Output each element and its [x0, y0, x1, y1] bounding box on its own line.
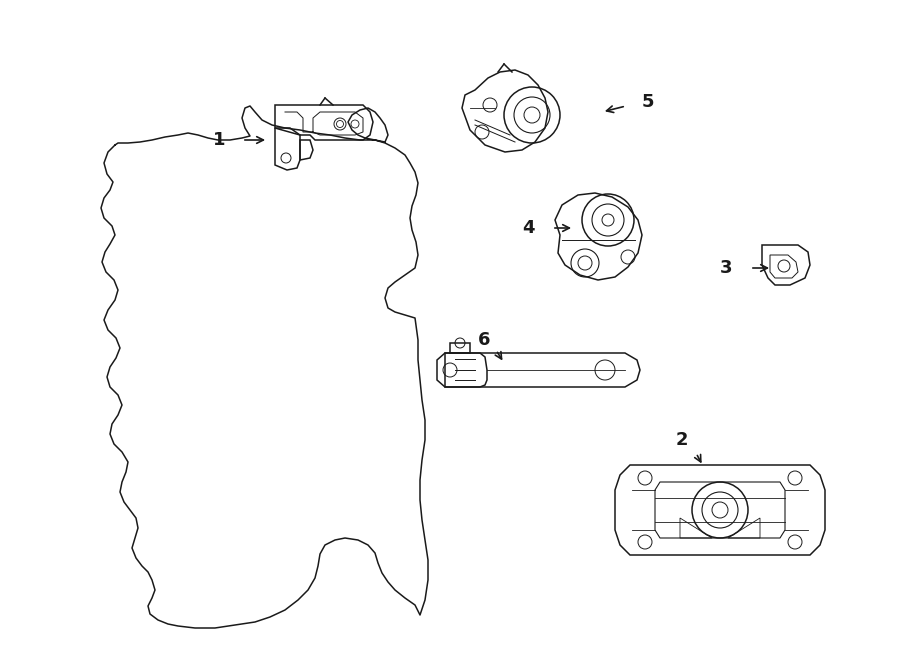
Text: 2: 2: [676, 431, 688, 449]
Text: 1: 1: [212, 131, 225, 149]
Text: 4: 4: [523, 219, 535, 237]
Text: 5: 5: [642, 93, 654, 111]
Text: 3: 3: [719, 259, 732, 277]
Text: 6: 6: [478, 331, 490, 349]
